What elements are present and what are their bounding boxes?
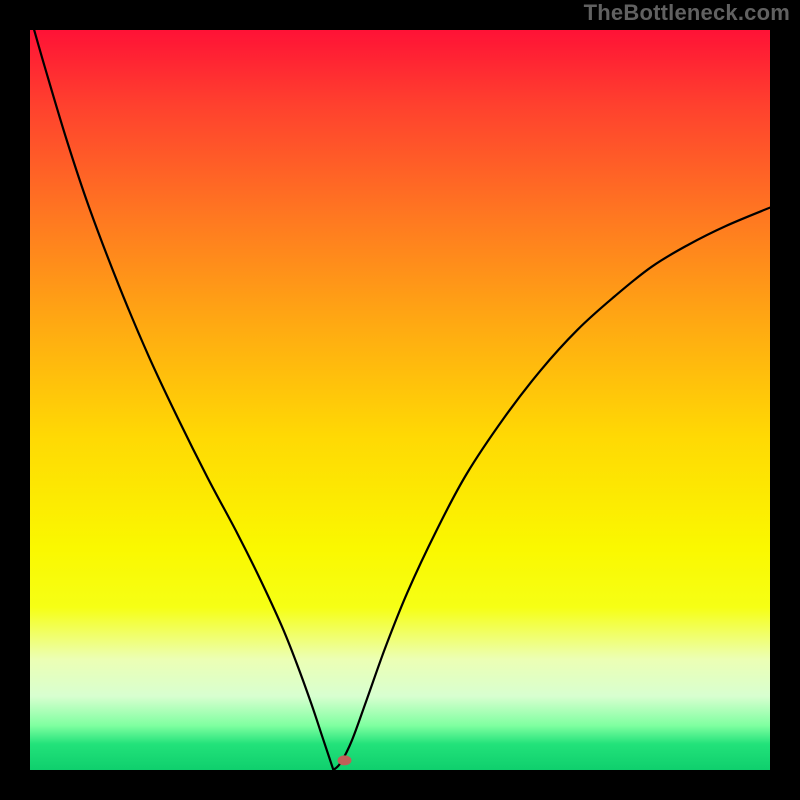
chart-background bbox=[30, 30, 770, 770]
optimal-point-marker bbox=[338, 755, 352, 765]
chart-svg bbox=[30, 30, 770, 770]
chart-frame: TheBottleneck.com bbox=[0, 0, 800, 800]
plot-area bbox=[30, 30, 770, 770]
source-watermark: TheBottleneck.com bbox=[584, 0, 790, 26]
